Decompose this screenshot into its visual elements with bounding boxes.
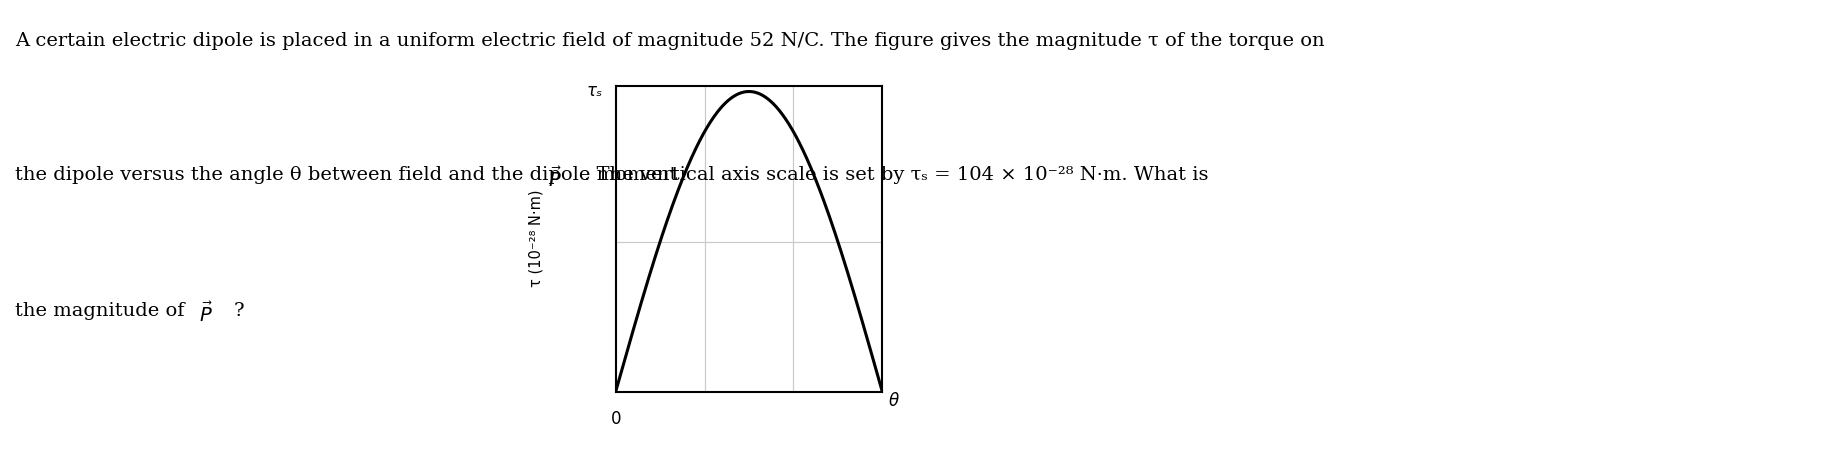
Text: 0: 0 [610, 410, 621, 427]
Text: τₛ: τₛ [586, 82, 603, 100]
Text: A certain electric dipole is placed in a uniform electric field of magnitude 52 : A certain electric dipole is placed in a… [15, 32, 1325, 50]
Text: ?: ? [233, 302, 244, 319]
Text: the magnitude of: the magnitude of [15, 302, 191, 319]
Text: τ (10⁻²⁸ N·m): τ (10⁻²⁸ N·m) [528, 190, 544, 287]
Text: . The vertical axis scale is set by τₛ = 104 × 10⁻²⁸ N·m. What is: . The vertical axis scale is set by τₛ =… [584, 166, 1209, 184]
Text: θ: θ [890, 392, 899, 410]
Text: $\vec{P}$: $\vec{P}$ [199, 302, 211, 326]
Text: $\vec{P}$: $\vec{P}$ [548, 166, 561, 191]
Text: the dipole versus the angle θ between field and the dipole moment: the dipole versus the angle θ between fi… [15, 166, 684, 184]
